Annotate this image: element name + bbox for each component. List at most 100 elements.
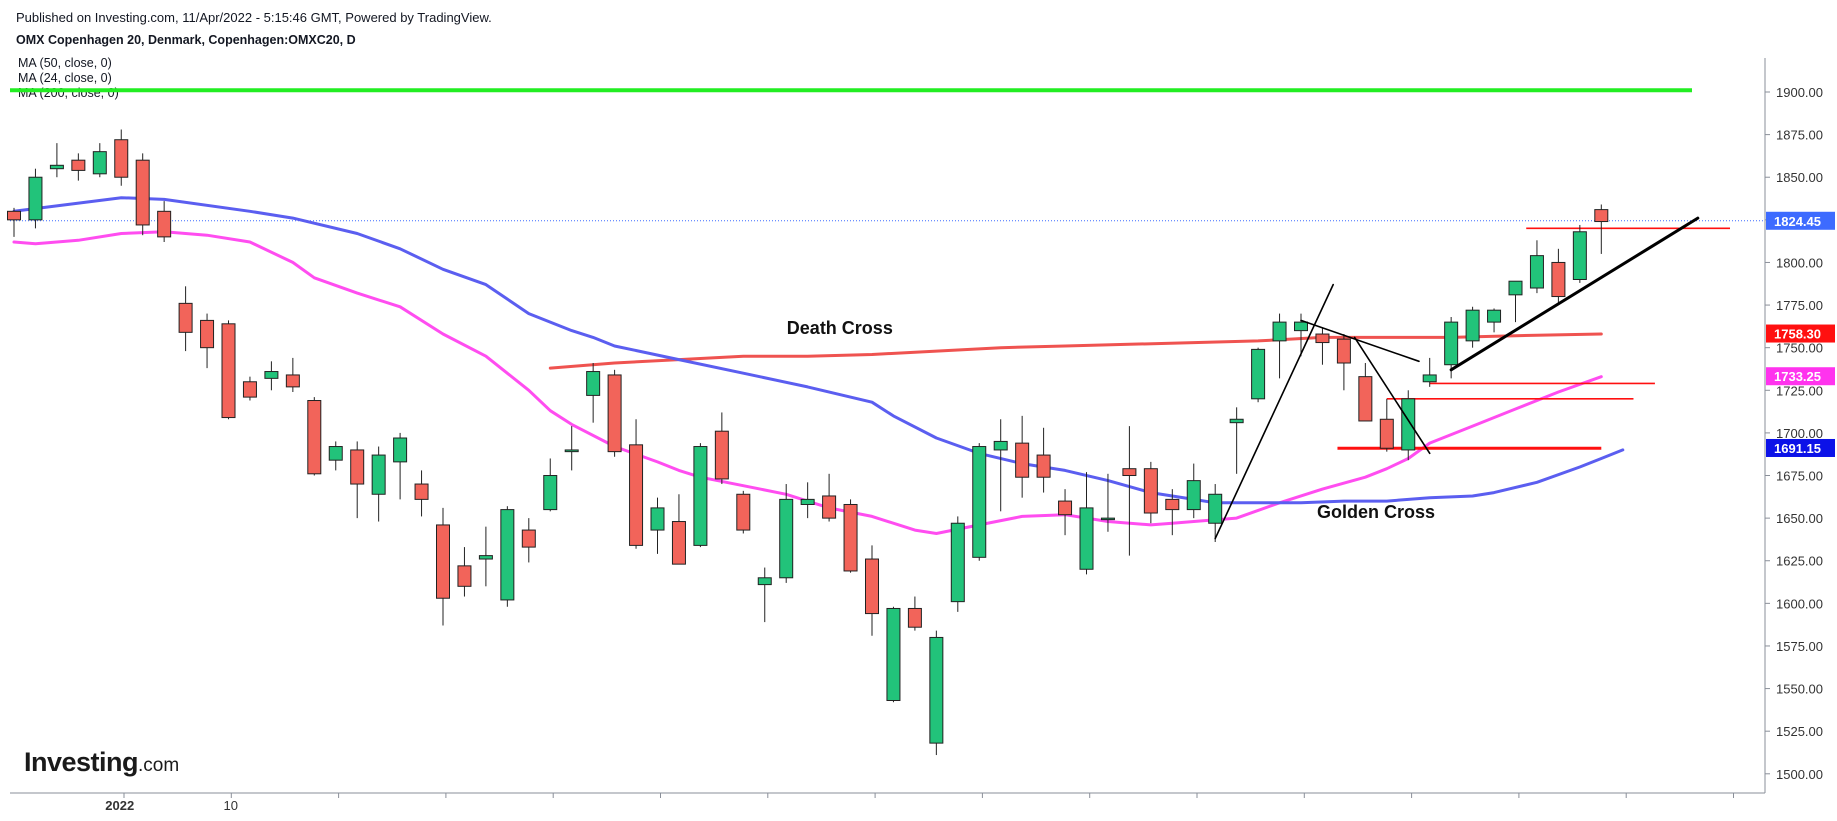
candle[interactable] bbox=[1165, 498, 1180, 511]
candle[interactable] bbox=[865, 558, 879, 615]
candle[interactable] bbox=[285, 374, 300, 388]
candle[interactable] bbox=[135, 159, 150, 226]
y-tick-label: 1800.00 bbox=[1776, 255, 1823, 270]
candle[interactable] bbox=[1208, 493, 1223, 524]
candle[interactable] bbox=[1336, 338, 1351, 364]
candle[interactable] bbox=[1100, 517, 1115, 521]
candle[interactable] bbox=[28, 176, 43, 221]
candle[interactable] bbox=[779, 498, 794, 579]
candle[interactable] bbox=[7, 210, 21, 221]
y-tick-label: 1650.00 bbox=[1776, 511, 1823, 526]
candle[interactable] bbox=[993, 440, 1008, 451]
candle[interactable] bbox=[1015, 442, 1030, 478]
candle[interactable] bbox=[607, 374, 622, 453]
candle[interactable] bbox=[822, 495, 837, 519]
candle[interactable] bbox=[114, 139, 129, 178]
candle[interactable] bbox=[371, 454, 386, 495]
candle[interactable] bbox=[929, 636, 944, 744]
candle[interactable] bbox=[221, 323, 236, 419]
candle[interactable] bbox=[1036, 454, 1051, 478]
candle[interactable] bbox=[693, 446, 708, 546]
candle[interactable] bbox=[1444, 321, 1459, 366]
candle[interactable] bbox=[1529, 255, 1544, 289]
candle[interactable] bbox=[586, 371, 601, 396]
y-tick-label: 1625.00 bbox=[1776, 554, 1823, 569]
price-label-box bbox=[1766, 438, 1835, 457]
candle[interactable] bbox=[1551, 261, 1566, 298]
candle[interactable] bbox=[393, 437, 408, 463]
trend-line bbox=[1449, 216, 1700, 372]
y-tick-label: 1850.00 bbox=[1776, 170, 1823, 185]
candle[interactable] bbox=[242, 381, 257, 398]
candle[interactable] bbox=[1122, 468, 1137, 477]
logo-brand: Investing bbox=[24, 747, 139, 777]
candle[interactable] bbox=[843, 503, 858, 572]
candle[interactable] bbox=[950, 522, 965, 603]
candle[interactable] bbox=[1508, 280, 1523, 296]
trend-line bbox=[1300, 319, 1420, 363]
x-tick-label: 2022 bbox=[105, 798, 134, 813]
candle[interactable] bbox=[714, 430, 729, 480]
ma50-line bbox=[12, 196, 1625, 505]
candle[interactable] bbox=[350, 449, 365, 485]
candle[interactable] bbox=[1422, 374, 1437, 383]
candle[interactable] bbox=[49, 164, 64, 170]
y-tick-label: 1750.00 bbox=[1776, 341, 1823, 356]
candle[interactable] bbox=[1143, 468, 1158, 514]
candle[interactable] bbox=[1379, 418, 1394, 449]
candle[interactable] bbox=[1058, 500, 1073, 516]
candle[interactable] bbox=[478, 555, 493, 560]
candle[interactable] bbox=[1594, 209, 1609, 223]
candle[interactable] bbox=[543, 475, 558, 511]
legend-ma50[interactable]: MA (50, close, 0) bbox=[18, 56, 112, 70]
candle[interactable] bbox=[1358, 376, 1373, 422]
candle[interactable] bbox=[500, 509, 515, 601]
candle[interactable] bbox=[907, 607, 922, 628]
candle[interactable] bbox=[1294, 321, 1308, 332]
candle[interactable] bbox=[436, 524, 450, 599]
candle[interactable] bbox=[564, 449, 579, 453]
candle[interactable] bbox=[1401, 398, 1416, 451]
candle[interactable] bbox=[1315, 333, 1330, 344]
candle[interactable] bbox=[671, 521, 686, 565]
candle[interactable] bbox=[92, 151, 107, 175]
candle[interactable] bbox=[972, 446, 987, 558]
logo-suffix: .com bbox=[138, 755, 180, 776]
y-tick-label: 1875.00 bbox=[1776, 128, 1823, 143]
instrument-title: OMX Copenhagen 20, Denmark, Copenhagen:O… bbox=[16, 33, 356, 47]
price-label: 1691.15 bbox=[1774, 441, 1821, 456]
y-tick-label: 1525.00 bbox=[1776, 724, 1823, 739]
candle[interactable] bbox=[1487, 309, 1502, 323]
candle[interactable] bbox=[736, 493, 751, 531]
candle[interactable] bbox=[521, 529, 536, 548]
y-tick-label: 1550.00 bbox=[1776, 682, 1823, 697]
candle[interactable] bbox=[414, 483, 429, 500]
candle[interactable] bbox=[157, 210, 172, 238]
candle[interactable] bbox=[178, 302, 193, 333]
candle[interactable] bbox=[629, 444, 644, 546]
candle[interactable] bbox=[71, 159, 86, 171]
candle[interactable] bbox=[1272, 321, 1287, 342]
published-info: Published on Investing.com, 11/Apr/2022 … bbox=[16, 10, 492, 25]
y-tick-label: 1775.00 bbox=[1776, 298, 1823, 313]
candle[interactable] bbox=[264, 371, 279, 379]
candle[interactable] bbox=[328, 446, 343, 461]
candle[interactable] bbox=[457, 565, 472, 587]
candle[interactable] bbox=[1229, 418, 1244, 424]
candle[interactable] bbox=[1465, 309, 1480, 342]
candle[interactable] bbox=[200, 319, 215, 349]
legend-ma24[interactable]: MA (24, close, 0) bbox=[18, 71, 112, 85]
candle[interactable] bbox=[1186, 480, 1201, 511]
candle[interactable] bbox=[1251, 348, 1266, 400]
price-label: 1758.30 bbox=[1774, 327, 1821, 342]
trend-line bbox=[1353, 336, 1431, 455]
candle[interactable] bbox=[1572, 231, 1587, 280]
candle[interactable] bbox=[800, 498, 815, 505]
candle[interactable] bbox=[886, 607, 901, 702]
candle[interactable] bbox=[1079, 507, 1094, 570]
candle[interactable] bbox=[650, 507, 665, 531]
candle[interactable] bbox=[757, 577, 772, 586]
candle[interactable] bbox=[307, 400, 322, 475]
price-label-box bbox=[1766, 211, 1835, 230]
